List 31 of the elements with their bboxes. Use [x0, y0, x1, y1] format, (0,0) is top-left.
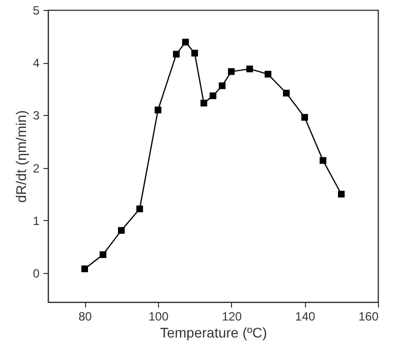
point [100, 251, 106, 258]
x-tick-label: 80 [78, 310, 92, 324]
y-tick-label: 3 [32, 108, 40, 123]
y-tick-label: 5 [32, 4, 40, 18]
point [81, 266, 88, 272]
point [264, 70, 272, 78]
point [136, 206, 144, 212]
point [320, 157, 326, 164]
point [210, 92, 216, 100]
y-axis-title: dR/dt (ηm/min) [12, 110, 29, 203]
y-tick-label: 4 [32, 56, 40, 70]
point [282, 90, 290, 96]
x-tick-label: 140 [295, 310, 316, 324]
x-axis-title: Temperature (ºC) [160, 324, 268, 340]
x-tick-label: 160 [358, 310, 379, 324]
point [200, 100, 208, 106]
point [228, 68, 235, 75]
point [154, 106, 162, 114]
x-tick-label: 120 [222, 310, 242, 324]
y-tick-label: 1 [32, 214, 40, 228]
point [182, 38, 189, 46]
x-tick-label: 100 [148, 310, 169, 324]
point [301, 114, 308, 121]
point [218, 82, 226, 90]
y-tick-label: 0 [32, 266, 40, 281]
point [172, 50, 180, 58]
y-tick-label: 2 [32, 161, 40, 176]
point [338, 190, 345, 198]
point [118, 227, 125, 234]
point [191, 50, 198, 56]
point [246, 66, 254, 72]
